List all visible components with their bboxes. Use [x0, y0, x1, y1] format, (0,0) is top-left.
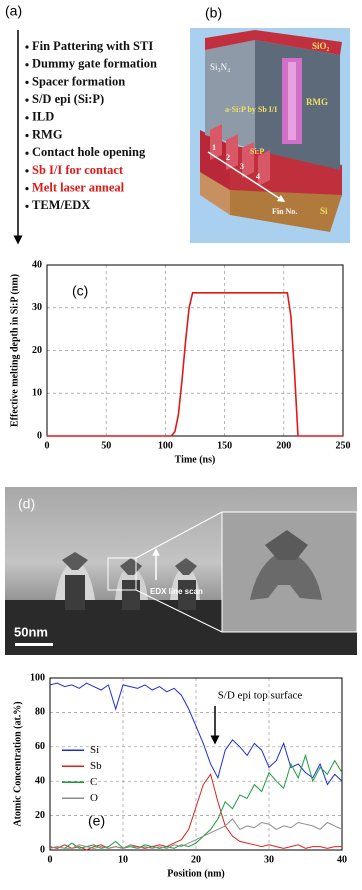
y-tick-label: 0	[37, 430, 42, 441]
x-tick-label: 40	[337, 854, 347, 865]
panel-label: (d)	[18, 496, 35, 512]
bullet	[25, 133, 29, 138]
y-tick-label: 20	[35, 810, 45, 821]
scale-bar-label: 50nm	[14, 624, 48, 639]
x-tick-label: 30	[264, 854, 274, 865]
panel-label: (e)	[88, 813, 105, 829]
data-line	[49, 818, 343, 849]
process-step: Contact hole opening	[32, 145, 146, 159]
process-step: S/D epi (Si:P)	[32, 92, 104, 106]
process-step: Fin Pattering with STI	[32, 39, 153, 53]
bullet	[25, 45, 29, 49]
legend-label: O	[90, 792, 98, 804]
diagram-label: SiO₂	[312, 41, 330, 51]
process-step: Melt laser anneal	[32, 180, 125, 194]
process-step: RMG	[32, 127, 63, 141]
x-tick-label: 100	[158, 440, 173, 451]
y-tick-label: 20	[32, 345, 42, 356]
x-tick-label: 0	[48, 854, 53, 865]
y-tick-label: 100	[30, 672, 45, 683]
process-step: Dummy gate formation	[32, 57, 157, 71]
diagram-label: Si:P	[250, 147, 264, 156]
process-step: Spacer formation	[32, 74, 125, 88]
panel-label: (a)	[5, 3, 22, 19]
data-line	[47, 292, 343, 437]
legend-label: Sb	[90, 760, 102, 772]
y-tick-label: 40	[32, 259, 42, 270]
process-step: ILD	[32, 110, 54, 124]
bullet	[25, 80, 29, 84]
bullet	[25, 98, 29, 102]
y-tick-label: 40	[35, 775, 45, 786]
fin-number: 1	[212, 143, 216, 152]
bullet	[25, 151, 29, 155]
plot-frame	[49, 677, 343, 851]
y-axis-label: Atomic Concentration (at.%)	[12, 701, 23, 826]
bullet	[25, 63, 29, 67]
y-tick-label: 80	[35, 707, 45, 718]
tem-image	[5, 487, 358, 655]
y-tick-label: 30	[32, 302, 42, 313]
plot-frame	[46, 264, 344, 437]
process-step: TEM/EDX	[32, 198, 90, 212]
data-line	[49, 682, 343, 786]
x-tick-label: 200	[276, 440, 291, 451]
annotation: S/D epi top surface	[218, 690, 303, 702]
x-tick-label: 20	[191, 854, 201, 865]
y-axis-label: Effective melting depth in Si:P (nm)	[9, 274, 20, 427]
panel-label: (c)	[72, 283, 88, 299]
diagram-label: Si₃N₄	[210, 62, 230, 72]
process-flow: Fin Pattering with STI Dummy gate formati…	[25, 39, 157, 212]
bullet	[25, 116, 29, 120]
diagram-label: RMG	[306, 97, 328, 107]
x-tick-label: 0	[45, 440, 50, 451]
diagram-label: Fin No.	[272, 207, 297, 216]
y-tick-label: 60	[35, 741, 45, 752]
x-tick-label: 50	[101, 440, 111, 451]
tem-annotation: EDX line scan	[150, 587, 203, 596]
legend-label: Si	[90, 744, 99, 756]
x-tick-label: 150	[217, 440, 232, 451]
y-tick-label: 10	[32, 388, 42, 399]
x-tick-label: 250	[336, 440, 351, 451]
device-diagram	[190, 28, 350, 243]
y-tick-label: 0	[40, 844, 45, 855]
fin-number: 3	[240, 162, 244, 171]
diagram-label: Si	[320, 206, 328, 216]
bullet	[25, 187, 29, 191]
legend-label: C	[90, 776, 97, 788]
data-line	[49, 773, 342, 851]
panel-label: (b)	[205, 5, 222, 21]
fin-number: 4	[256, 172, 260, 181]
process-step: Sb I/I for contact	[32, 163, 124, 177]
x-axis-label: Position (nm)	[167, 868, 225, 879]
bullet	[25, 204, 29, 208]
fin-number: 2	[226, 153, 230, 162]
x-tick-label: 10	[118, 854, 128, 865]
x-axis-label: Time (ns)	[175, 454, 216, 465]
bullet	[25, 169, 29, 173]
diagram-label: a-Si:P by Sb I/I	[225, 105, 277, 114]
